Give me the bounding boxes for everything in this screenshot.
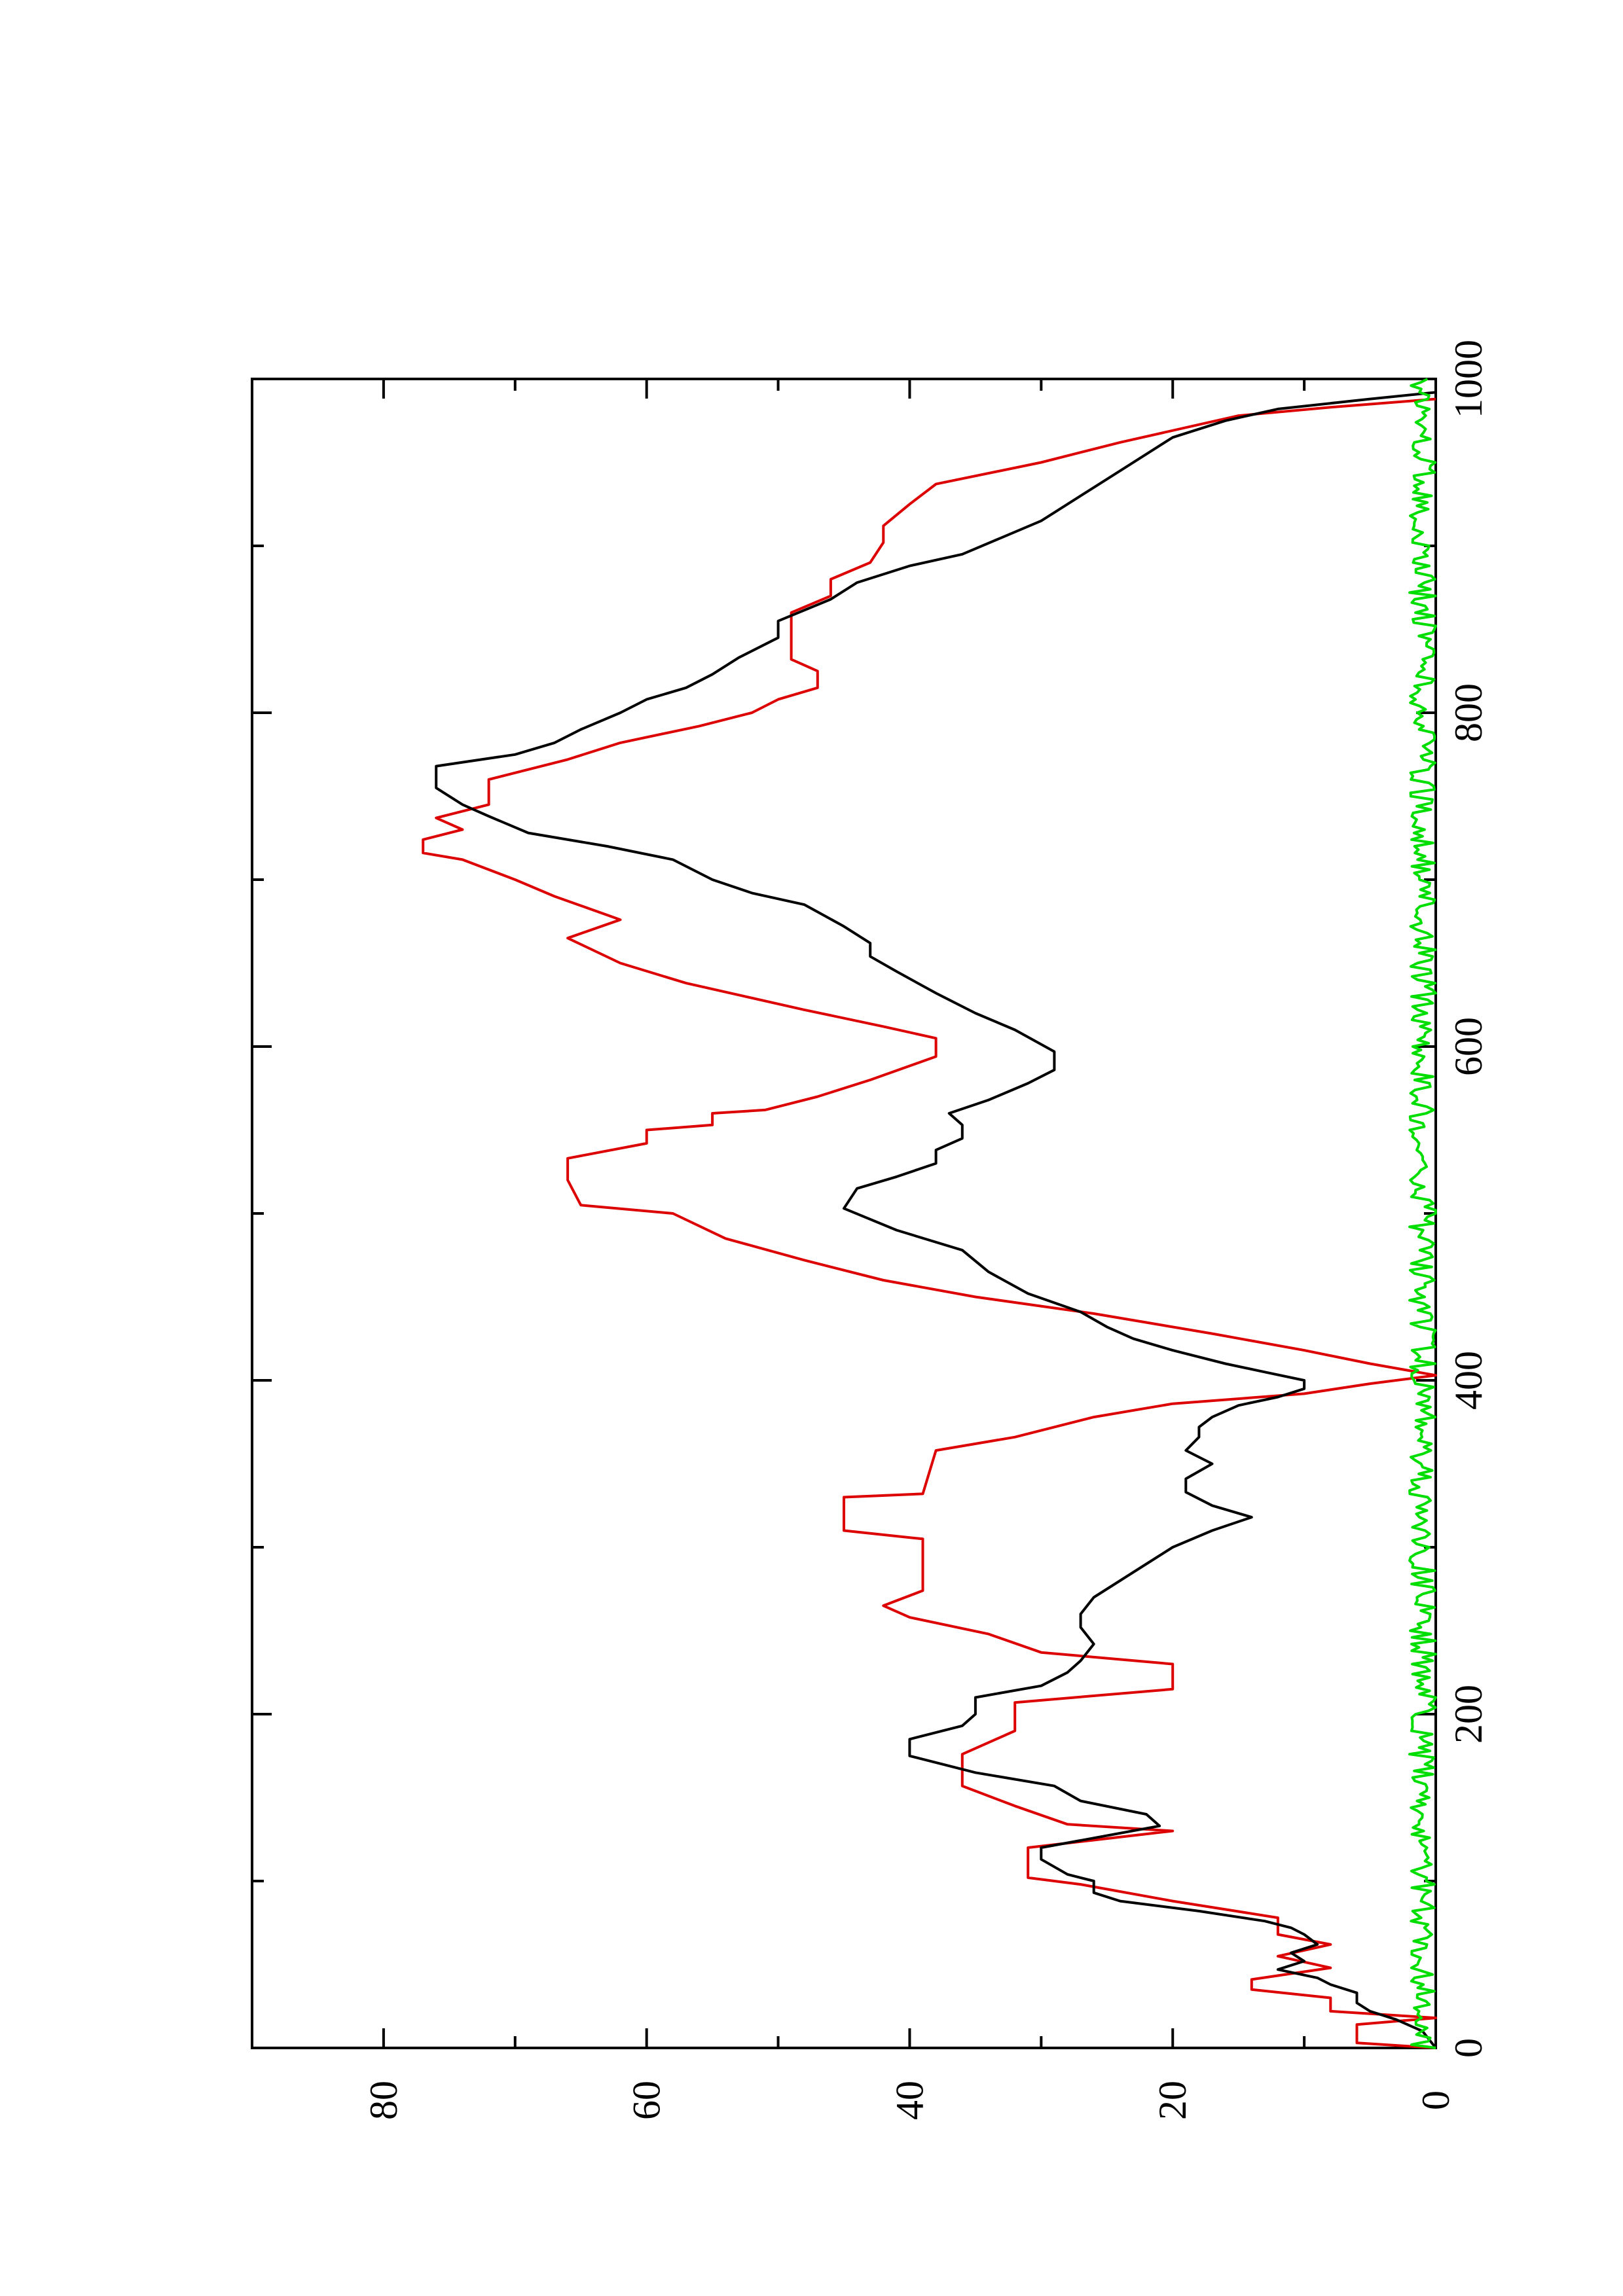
tick-labels: 0 200 400 600 800 1000 0 20 40 60 80 <box>362 340 1490 2120</box>
y-tick-label: 20 <box>1151 2081 1194 2120</box>
x-tick-label: 0 <box>1447 2038 1490 2058</box>
series-line-2 <box>435 391 1437 2049</box>
series-line-1 <box>422 397 1437 2049</box>
axis-ticks <box>252 378 1437 2049</box>
y-tick-label: 40 <box>888 2081 931 2120</box>
y-tick-label: 60 <box>625 2081 668 2120</box>
x-tick-label: 200 <box>1447 1685 1490 1744</box>
x-tick-label: 1000 <box>1447 340 1490 418</box>
x-tick-label: 600 <box>1447 1017 1490 1076</box>
series-layer <box>422 378 1437 2049</box>
y-tick-label: 0 <box>1414 2090 1457 2110</box>
plot-frame <box>251 378 1437 2049</box>
y-tick-label: 80 <box>362 2081 405 2120</box>
x-tick-label: 800 <box>1447 683 1490 742</box>
x-tick-label: 400 <box>1447 1351 1490 1410</box>
series-line-3 <box>1408 378 1437 2049</box>
